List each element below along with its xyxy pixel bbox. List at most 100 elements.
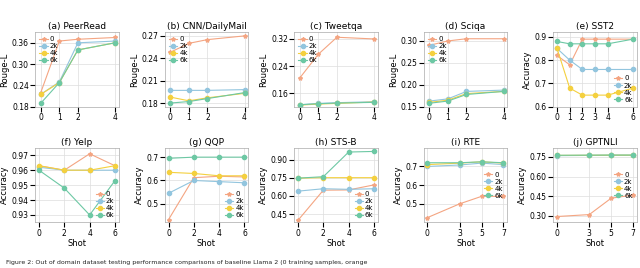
6k (607, 153, 615, 157)
Line: 6k: 6k (168, 91, 246, 105)
Line: 2k: 2k (37, 165, 117, 172)
Line: 0: 0 (555, 37, 635, 67)
6k (185, 100, 193, 103)
0 (345, 188, 353, 192)
6k (478, 160, 486, 163)
6k (60, 187, 68, 190)
Y-axis label: Accuracy: Accuracy (523, 50, 532, 89)
Line: 2k: 2k (296, 187, 376, 193)
4k (111, 41, 119, 44)
Title: (j) GPTNLI: (j) GPTNLI (573, 138, 618, 147)
2k (500, 163, 508, 166)
Line: 4k: 4k (298, 100, 376, 107)
2k (426, 99, 433, 103)
4k (166, 95, 174, 99)
2k (35, 166, 43, 169)
6k (111, 41, 119, 44)
4k (463, 92, 470, 95)
Y-axis label: Accuracy: Accuracy (259, 166, 268, 204)
4k (35, 164, 43, 167)
2k (566, 58, 573, 62)
2k (241, 88, 248, 91)
4k (37, 93, 45, 96)
0 (456, 202, 463, 205)
6k (629, 38, 637, 41)
6k (345, 150, 353, 154)
Y-axis label: Rouge-L: Rouge-L (388, 52, 397, 87)
2k (579, 68, 586, 71)
4k (591, 94, 599, 97)
Y-axis label: Accuracy: Accuracy (518, 166, 527, 204)
0 (579, 38, 586, 41)
2k (553, 154, 561, 157)
0 (164, 218, 172, 221)
Line: 0: 0 (296, 183, 376, 222)
4k (500, 90, 508, 93)
6k (333, 102, 340, 105)
4k (294, 177, 302, 180)
Y-axis label: Accuracy: Accuracy (394, 166, 403, 204)
Line: 2k: 2k (166, 178, 246, 195)
0 (463, 37, 470, 40)
2k (215, 180, 223, 183)
Line: 6k: 6k (38, 41, 117, 105)
2k (604, 68, 612, 71)
2k (56, 80, 63, 84)
Legend: 0, 2k, 4k, 6k: 0, 2k, 4k, 6k (613, 75, 634, 103)
6k (166, 102, 174, 105)
2k (294, 189, 302, 193)
Title: (f) Yelp: (f) Yelp (61, 138, 93, 147)
0 (111, 164, 119, 167)
6k (164, 157, 172, 160)
2k (319, 187, 327, 190)
2k (629, 68, 637, 71)
2k (164, 192, 172, 195)
X-axis label: Shot: Shot (326, 239, 346, 248)
0 (500, 37, 508, 40)
2k (478, 162, 486, 165)
2k (37, 93, 45, 96)
2k (190, 179, 198, 182)
0 (241, 175, 248, 178)
Line: 2k: 2k (555, 46, 635, 72)
Y-axis label: Accuracy: Accuracy (134, 166, 143, 204)
4k (586, 154, 593, 157)
6k (370, 150, 378, 153)
2k (456, 163, 463, 167)
Title: (a) PeerRead: (a) PeerRead (48, 23, 106, 31)
2k (111, 39, 119, 43)
0 (553, 54, 561, 57)
4k (319, 176, 327, 179)
6k (604, 42, 612, 46)
2k (345, 188, 353, 191)
0 (111, 36, 119, 39)
Line: 6k: 6k (554, 153, 635, 157)
2k (314, 102, 322, 105)
6k (566, 42, 573, 46)
6k (426, 102, 433, 105)
6k (423, 161, 431, 164)
Legend: 0, 2k, 4k, 6k: 0, 2k, 4k, 6k (354, 191, 374, 219)
4k (579, 94, 586, 97)
Line: 4k: 4k (428, 89, 506, 105)
4k (314, 102, 322, 106)
4k (456, 162, 463, 165)
Line: 2k: 2k (554, 153, 635, 158)
2k (60, 169, 68, 172)
2k (463, 90, 470, 93)
Y-axis label: Rouge-L: Rouge-L (130, 52, 139, 87)
Line: 4k: 4k (38, 41, 117, 96)
2k (423, 165, 431, 168)
4k (204, 96, 211, 99)
0 (426, 44, 433, 47)
Line: 2k: 2k (425, 161, 506, 169)
6k (463, 93, 470, 96)
Line: 0: 0 (425, 194, 506, 220)
2k (296, 103, 303, 106)
6k (629, 153, 637, 157)
Line: 0: 0 (37, 152, 117, 172)
2k (370, 100, 378, 103)
0 (60, 169, 68, 172)
Y-axis label: Rouge-L: Rouge-L (259, 52, 268, 87)
0 (591, 38, 599, 41)
